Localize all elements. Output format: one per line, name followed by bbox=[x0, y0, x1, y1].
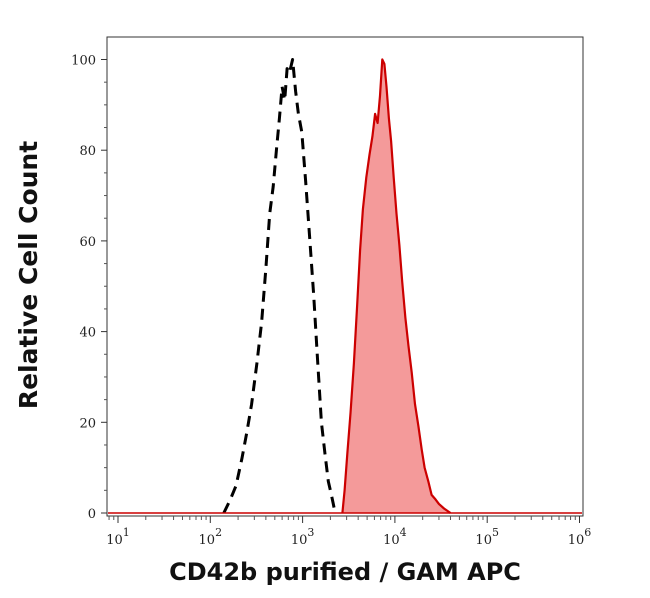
x-axis: 101 102 103 104 105 106 bbox=[106, 516, 591, 548]
x-tick-label-4: 105 bbox=[475, 526, 499, 548]
y-axis-title: Relative Cell Count bbox=[14, 141, 43, 409]
x-tick-label-0: 101 bbox=[106, 526, 130, 548]
y-tick-label-1: 20 bbox=[79, 416, 96, 431]
x-tick-label-1: 102 bbox=[199, 526, 223, 548]
y-tick-label-2: 40 bbox=[79, 326, 96, 341]
x-tick-label-5: 106 bbox=[568, 526, 592, 548]
x-axis-title: CD42b purified / GAM APC bbox=[169, 558, 521, 586]
series-1-line bbox=[341, 58, 452, 514]
y-tick-label-4: 80 bbox=[79, 144, 96, 159]
series-1-area bbox=[342, 59, 451, 513]
plot-frame bbox=[106, 36, 584, 517]
series-0-line bbox=[222, 58, 337, 514]
x-tick-label-3: 104 bbox=[383, 526, 407, 548]
y-axis: 0 20 40 60 80 100 bbox=[71, 54, 107, 522]
y-tick-label-5: 100 bbox=[71, 54, 96, 69]
y-tick-label-3: 60 bbox=[79, 235, 96, 250]
series-layer bbox=[108, 58, 582, 514]
x-tick-label-2: 103 bbox=[291, 526, 315, 548]
y-tick-label-0: 0 bbox=[88, 507, 96, 522]
